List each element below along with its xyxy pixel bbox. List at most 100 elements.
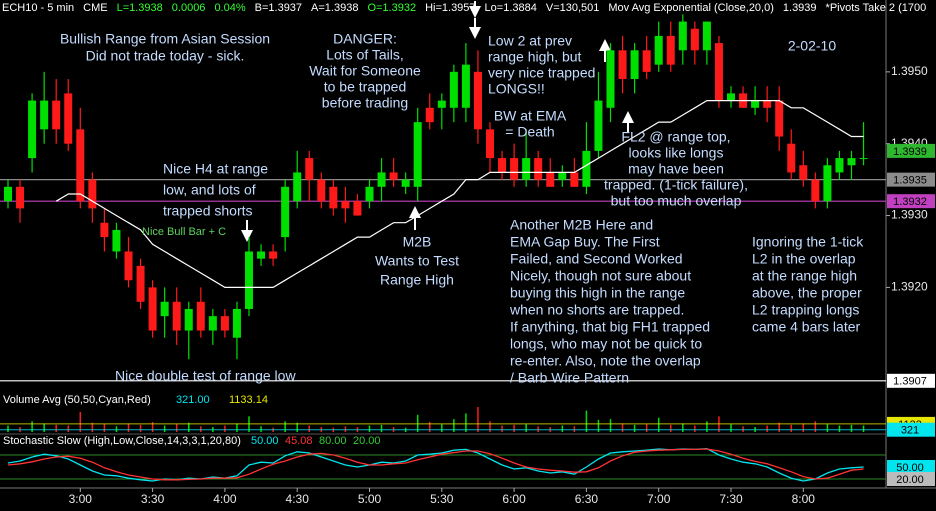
candle-body — [4, 186, 12, 202]
candle-body — [413, 122, 422, 187]
annotation: at the range high — [752, 268, 857, 284]
annotation: very nice trapped — [488, 65, 595, 81]
candle-body — [690, 28, 699, 51]
candle-body — [317, 179, 326, 202]
annotation: Low 2 at prev — [488, 33, 572, 49]
price-marker-label: 50.00 — [896, 462, 924, 474]
annotation: Nice Bull Bar + C — [142, 226, 226, 238]
annotation: before trading — [322, 95, 408, 111]
annotation: Wants to Test — [375, 253, 459, 269]
candle-body — [678, 21, 687, 51]
candle-body — [136, 265, 145, 302]
annotation: L2 in the overlap — [752, 251, 856, 267]
x-tick-label: 4:00 — [213, 492, 237, 506]
annotation: Wait for Someone — [309, 63, 421, 79]
stochastic-line — [7, 448, 864, 481]
candle-body — [546, 172, 555, 187]
candle-body — [787, 143, 796, 173]
annotation: Did not trade today - sick. — [86, 48, 245, 64]
candle-body — [341, 201, 350, 209]
annotation: above, the proper — [752, 285, 862, 301]
candle-body — [570, 172, 579, 187]
annotation: may have been — [628, 161, 724, 177]
header-item: 0.04% — [214, 2, 245, 14]
x-tick-label: 5:00 — [358, 492, 382, 506]
x-tick-label: 5:30 — [430, 492, 454, 506]
readout: 45.08 — [285, 435, 313, 447]
panel-title: Stochastic Slow (High,Low,Close,14,3,3,1… — [3, 435, 241, 447]
candle-body — [642, 50, 651, 72]
candle-body — [666, 35, 675, 65]
annotation: 2-02-10 — [788, 38, 836, 54]
candle-body — [582, 150, 591, 187]
header-item: Lo=1.3884 — [485, 2, 537, 14]
candle-body — [377, 172, 386, 187]
candle-body — [473, 71, 482, 130]
candle-body — [630, 50, 639, 80]
candle-body — [510, 158, 519, 180]
annotation: low, and lots of — [163, 182, 256, 198]
candle-body — [353, 201, 362, 216]
x-tick-label: 6:30 — [575, 492, 599, 506]
readout: 20.00 — [353, 435, 381, 447]
annotation: Lots of Tails, — [326, 47, 404, 63]
candle-body — [401, 179, 410, 187]
candle-body — [654, 35, 663, 65]
annotation: Ignoring the 1-tick — [752, 234, 864, 250]
header: ECH10 - 5 min CME L=1.3938 0.0006 0.04% B=1.3… — [2, 2, 926, 14]
annotation: Bullish Range from Asian Session — [60, 31, 270, 47]
annotation: Range High — [380, 272, 454, 288]
x-tick-label: 6:00 — [502, 492, 526, 506]
candle-body — [437, 100, 446, 108]
x-tick-label: 4:30 — [286, 492, 310, 506]
annotation: M2B — [403, 234, 432, 250]
candle-body — [124, 251, 133, 281]
header-item: Hi=1.3957 — [425, 2, 475, 14]
price-marker-box — [887, 460, 935, 474]
candle-body — [160, 301, 169, 317]
ema-line — [55, 100, 864, 288]
header-item: 0.0006 — [172, 2, 206, 14]
x-tick-label: 8:00 — [792, 492, 816, 506]
x-tick-label: 7:30 — [719, 492, 743, 506]
candle-body — [618, 50, 627, 80]
candle-body — [859, 158, 868, 160]
candle-body — [245, 251, 253, 309]
candle-body — [799, 165, 808, 180]
candle-body — [775, 100, 784, 137]
candle-body — [281, 186, 290, 238]
price-marker-box — [887, 422, 935, 437]
header-item: L=1.3938 — [117, 2, 163, 14]
annotation: looks like longs — [629, 145, 724, 161]
x-tick-label: 3:30 — [141, 492, 165, 506]
annotation: when no shorts are trapped. — [509, 302, 684, 318]
candle-body — [100, 222, 109, 238]
candle-body — [702, 21, 711, 51]
y-tick-label: 1.3930 — [891, 208, 928, 222]
candle-body — [52, 100, 61, 130]
candle-body — [16, 186, 25, 209]
annotation: DANGER: — [333, 31, 397, 47]
candle-body — [486, 129, 494, 159]
candle-body — [534, 158, 543, 180]
price-marker-box — [887, 143, 935, 158]
annotation: / Barb Wire Pattern — [510, 370, 629, 386]
candle-body — [835, 158, 844, 173]
panel-title: Volume Avg (50,50,Cyan,Red) — [3, 394, 151, 406]
annotation: came 4 bars later — [752, 319, 860, 335]
header-item: CME — [83, 2, 107, 14]
annotation: Nice H4 at range — [163, 161, 268, 177]
header-item: V=130,501 — [546, 2, 600, 14]
readout: 1133.14 — [229, 394, 268, 406]
candle-body — [220, 316, 229, 331]
price-marker-label: 1.3935 — [893, 175, 927, 187]
y-tick-label: 1.3950 — [891, 64, 928, 78]
candle-body — [714, 43, 723, 101]
candle-body — [76, 129, 85, 202]
readout: 50.00 — [251, 435, 279, 447]
candle-body — [112, 229, 121, 252]
candle-body — [293, 172, 302, 202]
annotation: re-enter. Also, note the overlap — [510, 353, 701, 369]
candle-body — [461, 64, 470, 108]
candle-body — [558, 172, 567, 180]
